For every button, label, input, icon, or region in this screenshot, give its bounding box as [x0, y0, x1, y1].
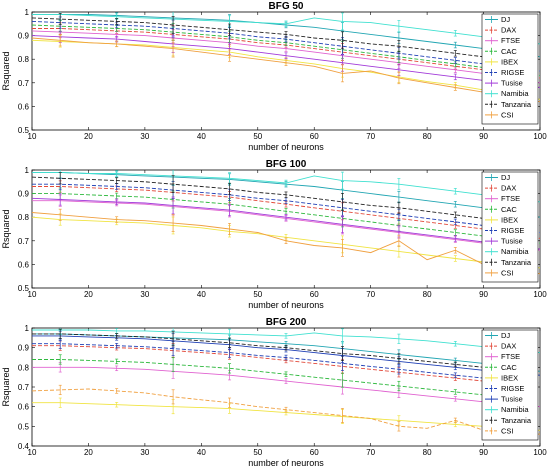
x-tick-label: 40 — [197, 132, 206, 141]
legend-label-dj: DJ — [501, 15, 510, 24]
legend-label-dax: DAX — [501, 26, 516, 35]
x-tick-label: 10 — [28, 448, 37, 457]
x-tick-label: 90 — [479, 290, 488, 299]
legend-label-dax: DAX — [501, 184, 516, 193]
y-tick-label: 0.6 — [18, 260, 30, 269]
x-tick-label: 30 — [140, 132, 149, 141]
x-tick-label: 20 — [84, 290, 93, 299]
x-tick-label: 70 — [366, 448, 375, 457]
legend-label-ibex: IBEX — [501, 57, 518, 66]
legend-label-namibia: Namibia — [501, 405, 529, 414]
legend-label-rigse: RIGSE — [501, 226, 524, 235]
chart-panel-1: BFG 50 10 20 30 40 50 60 70 80 90 100 0.5 0.6 0.7 0.8 0… — [1, 1, 547, 152]
legend-label-tanzania: Tanzania — [501, 258, 532, 267]
chart-panel-3: BFG 200 10 20 30 40 50 60 70 80 90 100 0.4 0.5 0.6 0.7… — [1, 317, 547, 468]
x-tick-label: 10 — [28, 132, 37, 141]
y-tick-label: 1 — [25, 324, 30, 333]
y-tick-label: 0.5 — [18, 126, 30, 135]
legend-label-tanzania: Tanzania — [501, 100, 532, 109]
x-tick-label: 80 — [423, 448, 432, 457]
y-tick-label: 0.8 — [18, 55, 30, 64]
x-tick-label: 40 — [197, 448, 206, 457]
legend-label-ftse: FTSE — [501, 352, 520, 361]
chart-title: BFG 100 — [266, 159, 307, 170]
y-tick-label: 0.7 — [18, 79, 30, 88]
x-axis-label: number of neurons — [248, 300, 324, 310]
legend-label-dax: DAX — [501, 342, 516, 351]
legend-label-namibia: Namibia — [501, 247, 529, 256]
x-tick-label: 10 — [28, 290, 37, 299]
series-group — [32, 170, 540, 276]
x-tick-label: 60 — [310, 448, 319, 457]
y-tick-label: 0.8 — [18, 363, 30, 372]
y-tick-label: 0.6 — [18, 403, 30, 412]
legend-label-csi: CSI — [501, 426, 514, 435]
y-tick-label: 0.5 — [18, 284, 30, 293]
legend-label-tusise: Tusise — [501, 237, 523, 246]
legend-label-rigse: RIGSE — [501, 68, 524, 77]
chart-panel-2: BFG 100 10 20 30 40 50 60 70 80 90 100 0.5 0.6 0.7 0.8… — [1, 159, 547, 310]
x-tick-label: 100 — [533, 448, 547, 457]
y-tick-label: 0.9 — [18, 344, 30, 353]
y-axis-label: Rsquared — [1, 209, 11, 248]
x-axis-label: number of neurons — [248, 458, 324, 468]
y-tick-label: 0.8 — [18, 213, 30, 222]
x-tick-label: 90 — [479, 132, 488, 141]
y-tick-label: 0.9 — [18, 32, 30, 41]
y-tick-label: 1 — [25, 166, 30, 175]
legend-label-csi: CSI — [501, 110, 514, 119]
x-tick-label: 80 — [423, 290, 432, 299]
chart-title: BFG 200 — [266, 317, 307, 328]
legend-label-tusise: Tusise — [501, 395, 523, 404]
plot-area — [31, 169, 541, 289]
legend-label-dj: DJ — [501, 173, 510, 182]
x-tick-label: 40 — [197, 290, 206, 299]
legend-label-tusise: Tusise — [501, 79, 523, 88]
y-axis-label: Rsquared — [1, 367, 11, 406]
x-tick-label: 30 — [140, 448, 149, 457]
x-tick-label: 70 — [366, 290, 375, 299]
x-tick-label: 80 — [423, 132, 432, 141]
y-tick-label: 1 — [25, 8, 30, 17]
y-tick-label: 0.5 — [18, 422, 30, 431]
legend-label-dj: DJ — [501, 331, 510, 340]
x-tick-label: 70 — [366, 132, 375, 141]
x-axis-label: number of neurons — [248, 142, 324, 152]
y-axis-label: Rsquared — [1, 51, 11, 90]
y-tick-label: 0.7 — [18, 237, 30, 246]
legend-label-rigse: RIGSE — [501, 384, 524, 393]
series-group — [32, 328, 540, 440]
legend-label-csi: CSI — [501, 268, 514, 277]
y-tick-label: 0.4 — [18, 442, 30, 451]
legend-label-ibex: IBEX — [501, 373, 518, 382]
x-tick-label: 20 — [84, 132, 93, 141]
legend-label-ftse: FTSE — [501, 36, 520, 45]
x-tick-label: 50 — [253, 448, 262, 457]
legend-label-tanzania: Tanzania — [501, 416, 532, 425]
legend-label-ftse: FTSE — [501, 194, 520, 203]
x-tick-label: 90 — [479, 448, 488, 457]
x-tick-label: 20 — [84, 448, 93, 457]
x-tick-label: 50 — [253, 132, 262, 141]
chart-title: BFG 50 — [268, 1, 303, 12]
x-tick-label: 60 — [310, 290, 319, 299]
legend-label-cac: CAC — [501, 363, 517, 372]
x-tick-label: 60 — [310, 132, 319, 141]
y-tick-label: 0.9 — [18, 190, 30, 199]
legend-label-cac: CAC — [501, 205, 517, 214]
legend-label-ibex: IBEX — [501, 215, 518, 224]
y-tick-label: 0.7 — [18, 383, 30, 392]
x-tick-label: 100 — [533, 132, 547, 141]
y-tick-label: 0.6 — [18, 102, 30, 111]
legend-label-cac: CAC — [501, 47, 517, 56]
x-tick-label: 100 — [533, 290, 547, 299]
x-tick-label: 30 — [140, 290, 149, 299]
legend-label-namibia: Namibia — [501, 89, 529, 98]
x-tick-label: 50 — [253, 290, 262, 299]
